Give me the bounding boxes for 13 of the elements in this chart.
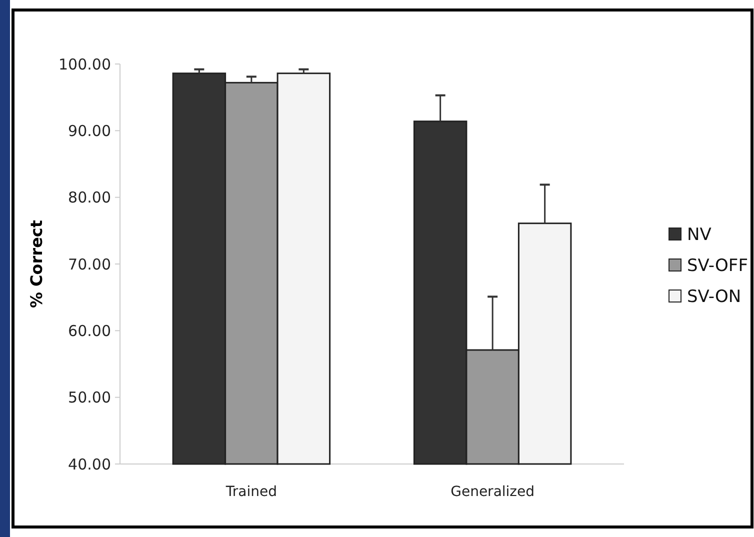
y-tick-label: 70.00	[68, 255, 111, 274]
x-tick-label: Trained	[224, 484, 277, 500]
y-tick-label: 90.00	[68, 122, 111, 140]
legend-label: SV-OFF	[687, 256, 748, 276]
y-tick-label: 50.00	[68, 388, 111, 407]
y-tick-label: 60.00	[68, 322, 111, 340]
y-tick-label: 80.00	[68, 188, 111, 207]
legend-label: SV-ON	[687, 286, 742, 307]
y-tick-label: 40.00	[68, 455, 111, 474]
x-tick-label: Generalized	[450, 484, 535, 500]
y-tick-label: 100.00	[58, 55, 111, 74]
legend-label: NV	[687, 224, 712, 245]
y-axis-title: % Correct	[27, 220, 46, 308]
